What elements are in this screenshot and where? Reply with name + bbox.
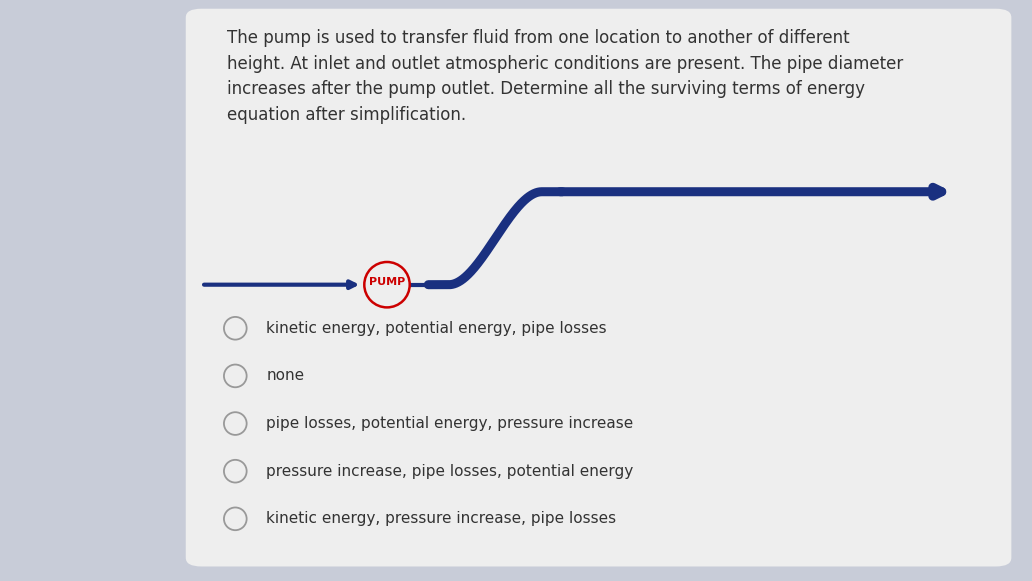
Text: kinetic energy, pressure increase, pipe losses: kinetic energy, pressure increase, pipe … bbox=[266, 511, 616, 526]
Text: pressure increase, pipe losses, potential energy: pressure increase, pipe losses, potentia… bbox=[266, 464, 634, 479]
Text: none: none bbox=[266, 368, 304, 383]
Text: PUMP: PUMP bbox=[368, 277, 406, 287]
FancyBboxPatch shape bbox=[186, 9, 1011, 566]
Text: The pump is used to transfer fluid from one location to another of different
hei: The pump is used to transfer fluid from … bbox=[227, 29, 903, 124]
Text: kinetic energy, potential energy, pipe losses: kinetic energy, potential energy, pipe l… bbox=[266, 321, 607, 336]
Text: pipe losses, potential energy, pressure increase: pipe losses, potential energy, pressure … bbox=[266, 416, 634, 431]
